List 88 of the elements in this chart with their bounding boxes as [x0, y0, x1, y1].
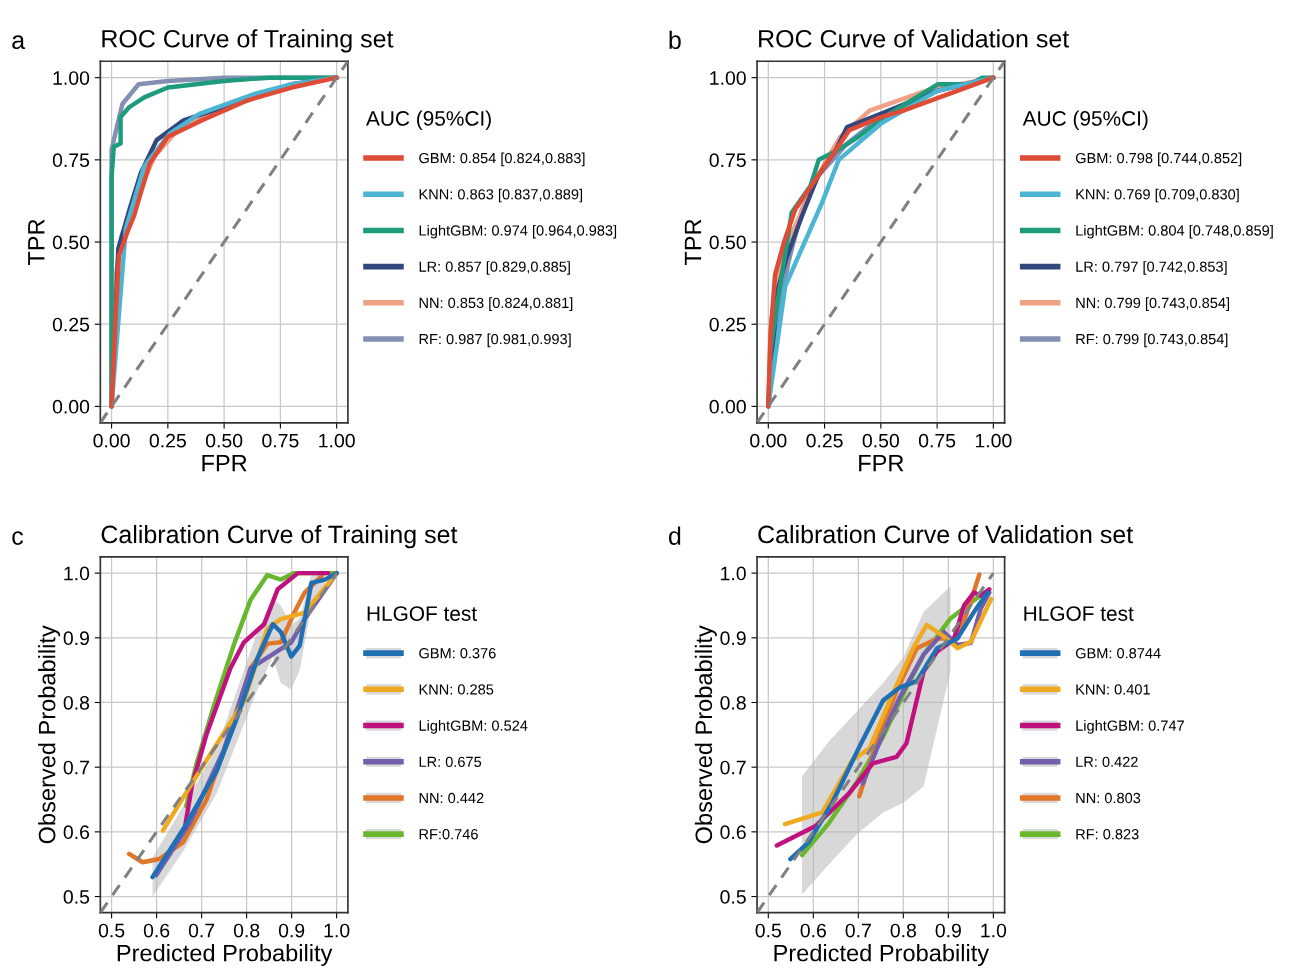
y-tick-label: 0.50: [52, 235, 90, 250]
y-tick-label: 0.7: [63, 760, 89, 775]
x-tick-label: 0.6: [143, 923, 170, 938]
legend-title: HLGOF test: [1024, 606, 1134, 621]
x-tick-label: 0.5: [755, 923, 781, 938]
y-tick-label: 1.00: [53, 71, 90, 85]
legend-label: RF: 0.823: [1076, 829, 1139, 840]
x-tick-label: 1.00: [319, 433, 355, 448]
legend-label: LightGBM: 0.804 [0.748,0.859]: [1076, 224, 1273, 239]
x-tick-label: 0.5: [98, 923, 125, 938]
legend-title: AUC (95%CI): [1022, 110, 1148, 130]
x-axis-title: FPR: [859, 455, 904, 472]
y-tick-label: 0.75: [52, 153, 90, 168]
legend-label: LightGBM: 0.974 [0.964,0.983]: [419, 224, 617, 239]
legend-label: GBM: 0.376: [419, 648, 496, 659]
text: b: [669, 30, 681, 50]
x-tick-label: 0.00: [750, 433, 787, 448]
x-tick-label: 0.50: [205, 433, 243, 448]
legend-label: KNN: 0.285: [419, 684, 494, 695]
y-tick-label: 1.00: [710, 71, 746, 85]
text: c: [12, 531, 24, 545]
legend-label: KNN: 0.401: [1076, 684, 1150, 695]
x-tick-label: 0.75: [262, 433, 299, 448]
x-tick-label: 0.8: [890, 923, 917, 938]
x-tick-label: 0.25: [806, 433, 843, 448]
y-tick-label: 0.50: [709, 235, 746, 250]
legend-label: LR: 0.422: [1076, 756, 1138, 767]
y-tick-label: 0.5: [720, 890, 746, 904]
y-tick-label: 0.25: [52, 317, 90, 332]
y-axis-title: TPR: [28, 219, 45, 266]
y-tick-label: 0.00: [52, 399, 90, 414]
y-axis-title: Observed Probability: [38, 625, 61, 844]
legend-label: RF: 0.987 [0.981,0.993]: [419, 333, 571, 348]
y-tick-label: 0.9: [63, 631, 89, 646]
legend-label: NN: 0.803: [1076, 792, 1141, 804]
x-tick-label: 0.8: [233, 923, 260, 938]
x-tick-label: 1.0: [324, 923, 350, 938]
y-tick-label: 0.25: [709, 317, 746, 332]
x-tick-label: 0.00: [93, 433, 130, 448]
y-tick-label: 0.6: [63, 825, 90, 840]
legend-label: LightGBM: 0.524: [419, 720, 528, 734]
x-tick-label: 0.75: [918, 433, 956, 448]
text: a: [12, 35, 26, 50]
legend-label: NN: 0.442: [419, 792, 484, 804]
x-tick-label: 0.9: [278, 923, 305, 938]
x-tick-label: 0.50: [862, 433, 899, 448]
y-axis-title: Observed Probability: [694, 625, 717, 844]
chart-title: ROC Curve of Validation set: [759, 29, 1070, 48]
chart-title: Calibration Curve of Validation set: [758, 524, 1133, 544]
legend-label: NN: 0.799 [0.743,0.854]: [1076, 297, 1230, 311]
y-tick-label: 1.0: [721, 566, 746, 581]
y-tick-label: 0.00: [709, 399, 746, 414]
legend-label: RF: 0.799 [0.743,0.854]: [1076, 333, 1228, 348]
legend-label: NN: 0.853 [0.824,0.881]: [419, 297, 573, 311]
x-tick-label: 1.00: [975, 433, 1012, 448]
y-tick-label: 0.8: [63, 695, 90, 710]
y-tick-label: 0.75: [709, 153, 746, 168]
x-axis-title: FPR: [202, 455, 247, 472]
y-tick-label: 0.8: [720, 695, 746, 710]
x-tick-label: 0.7: [845, 923, 871, 938]
x-tick-label: 1.0: [981, 923, 1007, 938]
x-tick-label: 0.7: [188, 923, 215, 938]
legend-label: LR: 0.857 [0.829,0.885]: [419, 261, 570, 275]
legend-label: LightGBM: 0.747: [1076, 720, 1184, 734]
legend-label: LR: 0.797 [0.742,0.853]: [1076, 261, 1227, 275]
y-tick-label: 0.5: [63, 890, 90, 904]
y-tick-label: 0.9: [720, 631, 746, 646]
text: d: [668, 526, 681, 545]
y-tick-label: 0.7: [720, 760, 746, 775]
legend-label: KNN: 0.769 [0.709,0.830]: [1076, 188, 1239, 203]
y-axis-title: TPR: [684, 219, 702, 266]
chart-title: ROC Curve of Training set: [102, 29, 394, 53]
x-axis-title: Predicted Probability: [774, 944, 990, 967]
x-tick-label: 0.9: [935, 923, 961, 938]
legend-title: AUC (95%CI): [366, 110, 491, 130]
legend-label: LR: 0.675: [419, 756, 482, 767]
legend-label: RF:0.746: [419, 829, 478, 840]
x-axis-title: Predicted Probability: [117, 944, 333, 967]
legend-label: GBM: 0.798 [0.744,0.852]: [1075, 152, 1242, 167]
y-tick-label: 0.6: [720, 825, 746, 840]
legend-label: GBM: 0.854 [0.824,0.883]: [419, 152, 585, 167]
chart-title: Calibration Curve of Training set: [101, 524, 458, 549]
legend-label: GBM: 0.8744: [1075, 648, 1161, 659]
y-tick-label: 1.0: [64, 566, 90, 581]
legend-title: HLGOF test: [367, 606, 477, 621]
x-tick-label: 0.25: [149, 433, 186, 448]
x-tick-label: 0.6: [800, 923, 826, 938]
legend-label: KNN: 0.863 [0.837,0.889]: [419, 188, 583, 203]
